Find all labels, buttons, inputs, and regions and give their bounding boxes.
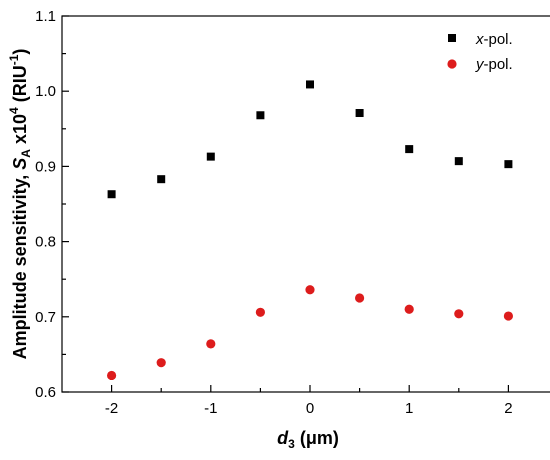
legend-label-y-pol: y-pol. — [475, 56, 513, 73]
y-tick-label: 1.1 — [35, 8, 56, 25]
legend-label-x-pol-italic: x — [475, 31, 484, 48]
data-point-x-pol — [107, 190, 116, 199]
legend-label-x-pol: x-pol. — [475, 31, 513, 48]
y-axis-title-unit: (RIU — [10, 65, 30, 107]
tick-labels: -2 -1 0 1 2 0.6 0.7 0.8 0.9 1.0 1.1 — [35, 8, 512, 417]
legend-label-y-pol-italic: y — [475, 56, 485, 73]
data-point-y-pol — [305, 285, 315, 295]
x-axis-title-symbol: d — [277, 428, 289, 448]
data-point-x-pol — [206, 152, 215, 161]
y-tick-label: 0.8 — [35, 234, 56, 251]
data-point-x-pol — [306, 80, 314, 89]
x-axis-title-subscript: 3 — [288, 437, 295, 451]
y-axis-title: Amplitude sensitivity, SA x104 (RIU-1) — [7, 49, 33, 360]
axis-ticks — [62, 15, 509, 393]
x-tick-label: -2 — [105, 400, 118, 417]
data-point-y-pol — [355, 293, 365, 303]
x-tick-label: 0 — [306, 400, 314, 417]
x-axis-title: d3 (μm) — [277, 428, 339, 451]
data-point-y-pol — [255, 307, 265, 317]
y-axis-title-close: ) — [10, 49, 30, 55]
data-marks — [107, 80, 513, 381]
legend-label-y-pol-text: -pol. — [484, 56, 513, 73]
x-tick-label: 2 — [504, 400, 512, 417]
x-tick-label: 1 — [405, 400, 413, 417]
legend-marker-y-pol — [447, 59, 457, 69]
x-axis-title-unit: (μm) — [295, 428, 339, 448]
y-tick-label: 0.7 — [35, 309, 56, 326]
data-point-x-pol — [157, 175, 166, 184]
y-axis-title-multiplier: x10 — [10, 114, 30, 149]
data-point-y-pol — [206, 339, 216, 349]
data-point-x-pol — [454, 157, 463, 166]
y-axis-title-symbol: S — [10, 158, 30, 170]
data-point-x-pol — [405, 145, 414, 154]
y-tick-label: 0.9 — [35, 158, 56, 175]
y-tick-label: 0.6 — [35, 384, 56, 401]
y-axis-title-exponent: 4 — [7, 107, 21, 114]
data-point-x-pol — [504, 160, 513, 169]
data-point-y-pol — [156, 358, 166, 368]
y-axis-title-unit-exponent: -1 — [7, 54, 21, 65]
legend-marker-x-pol — [448, 34, 456, 42]
y-tick-label: 1.0 — [35, 83, 56, 100]
data-point-y-pol — [503, 311, 513, 321]
x-tick-label: -1 — [204, 400, 217, 417]
y-axis-title-prefix: Amplitude sensitivity, — [10, 170, 30, 360]
data-point-y-pol — [454, 309, 464, 319]
y-axis-title-subscript: A — [19, 149, 33, 158]
data-point-x-pol — [256, 111, 265, 120]
legend: x-pol. y-pol. — [447, 31, 513, 73]
data-point-x-pol — [355, 109, 364, 118]
data-point-y-pol — [404, 304, 414, 314]
legend-label-x-pol-text: -pol. — [484, 31, 513, 48]
data-point-y-pol — [107, 370, 117, 381]
